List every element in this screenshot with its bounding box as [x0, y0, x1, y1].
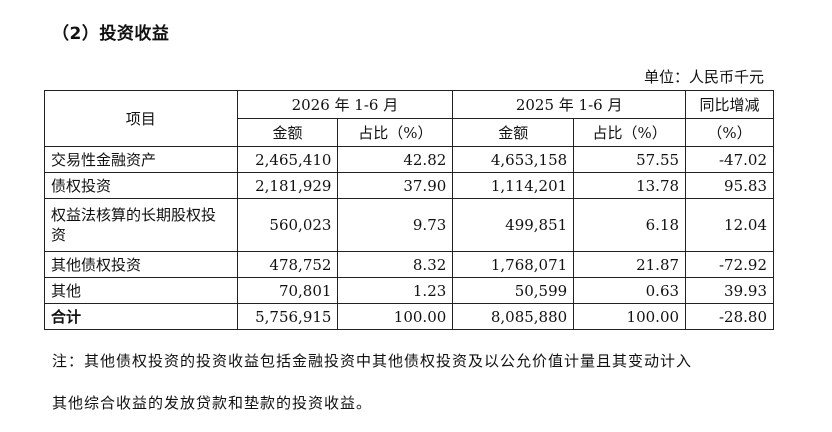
total-share-2026: 100.00	[337, 303, 454, 330]
total-label: 合计	[44, 303, 238, 330]
row-share-2026: 1.23	[337, 277, 454, 304]
total-amount-2026: 5,756,915	[236, 303, 339, 330]
table-row: 其他 70,801 1.23 50,599 0.63 39.93	[44, 277, 774, 304]
total-share-2025: 100.00	[573, 303, 687, 330]
header-change-unit: （%）	[685, 118, 774, 147]
row-amount-2025: 4,653,158	[452, 146, 575, 173]
row-name: 其他	[44, 277, 238, 304]
row-amount-2026: 2,465,410	[236, 146, 339, 173]
header-period-2025: 2025 年 1-6 月	[452, 90, 687, 119]
header-amount-2025: 金额	[452, 118, 575, 147]
header-period-2026: 2026 年 1-6 月	[236, 90, 454, 119]
row-share-2026: 42.82	[337, 146, 454, 173]
row-share-2026: 37.90	[337, 172, 454, 199]
row-name: 交易性金融资产	[44, 146, 238, 173]
row-share-2025: 0.63	[573, 277, 687, 304]
row-amount-2026: 70,801	[236, 277, 339, 304]
row-amount-2026: 2,181,929	[236, 172, 339, 199]
row-amount-2025: 1,114,201	[452, 172, 575, 199]
row-name: 权益法核算的长期股权投资	[44, 198, 238, 252]
section-title: （2）投资收益	[52, 24, 170, 44]
table-row: 其他债权投资 478,752 8.32 1,768,071 21.87 -72.…	[44, 251, 774, 278]
row-change: 12.04	[685, 198, 774, 252]
header-change: 同比增减	[685, 90, 774, 119]
table-row: 交易性金融资产 2,465,410 42.82 4,653,158 57.55 …	[44, 146, 774, 173]
row-amount-2025: 499,851	[452, 198, 575, 252]
row-amount-2026: 478,752	[236, 251, 339, 278]
row-change: 39.93	[685, 277, 774, 304]
total-amount-2025: 8,085,880	[452, 303, 575, 330]
row-share-2026: 8.32	[337, 251, 454, 278]
row-share-2025: 6.18	[573, 198, 687, 252]
row-name: 债权投资	[44, 172, 238, 199]
row-change: -72.92	[685, 251, 774, 278]
table-row: 权益法核算的长期股权投资 560,023 9.73 499,851 6.18 1…	[44, 198, 774, 252]
row-amount-2025: 1,768,071	[452, 251, 575, 278]
footnote-line-1: 注：其他债权投资的投资收益包括金融投资中其他债权投资及以公允价值计量且其变动计入	[52, 352, 693, 370]
row-amount-2026: 560,023	[236, 198, 339, 252]
header-share-2026: 占比（%）	[337, 118, 454, 147]
total-change: -28.80	[685, 303, 774, 330]
row-share-2025: 21.87	[573, 251, 687, 278]
row-name: 其他债权投资	[44, 251, 238, 278]
row-share-2025: 13.78	[573, 172, 687, 199]
header-amount-2026: 金额	[236, 118, 339, 147]
investment-income-table: 项目 2026 年 1-6 月 2025 年 1-6 月 同比增减 金额 占比（…	[44, 90, 774, 330]
header-share-2025: 占比（%）	[573, 118, 687, 147]
total-row: 合计 5,756,915 100.00 8,085,880 100.00 -28…	[44, 303, 774, 330]
row-share-2025: 57.55	[573, 146, 687, 173]
header-item: 项目	[44, 90, 238, 147]
row-change: 95.83	[685, 172, 774, 199]
footnote-line-2: 其他综合收益的发放贷款和垫款的投资收益。	[52, 394, 373, 412]
table-row: 债权投资 2,181,929 37.90 1,114,201 13.78 95.…	[44, 172, 774, 199]
row-change: -47.02	[685, 146, 774, 173]
header-row-2: 金额 占比（%） 金额 占比（%） （%）	[45, 118, 774, 147]
row-amount-2025: 50,599	[452, 277, 575, 304]
header-row-1: 项目 2026 年 1-6 月 2025 年 1-6 月 同比增减	[44, 90, 774, 147]
row-share-2026: 9.73	[337, 198, 454, 252]
unit-label: 单位：人民币千元	[643, 68, 764, 86]
